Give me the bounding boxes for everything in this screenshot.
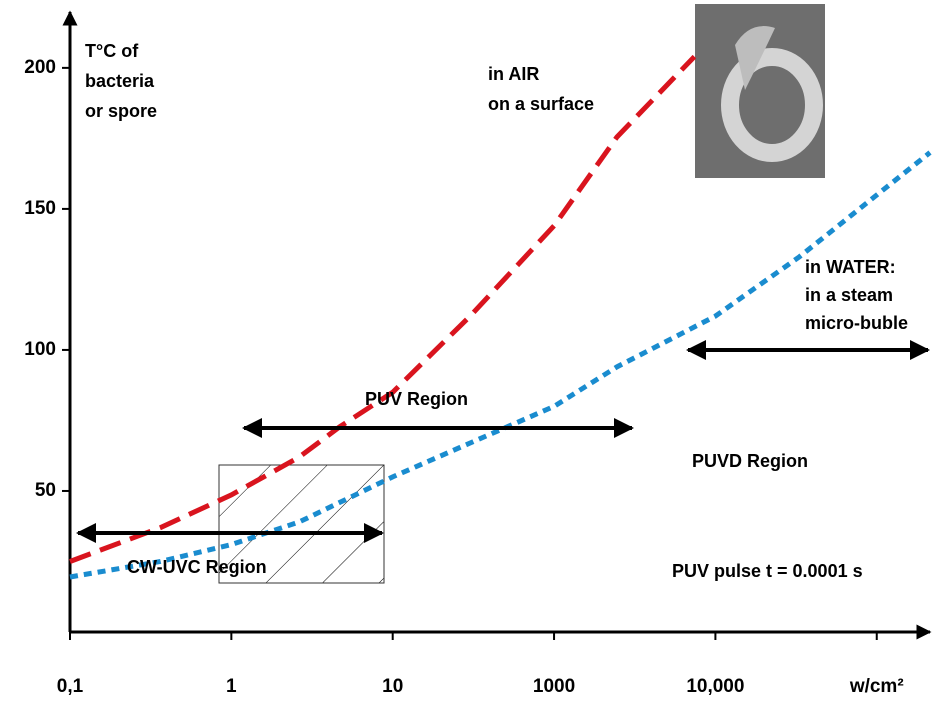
series-label: in WATER:	[805, 257, 896, 277]
series-label: on a surface	[488, 94, 594, 114]
y-label: or spore	[85, 101, 157, 121]
y-tick-label: 100	[24, 339, 56, 360]
y-tick-label: 50	[35, 480, 56, 501]
x-tick-label: 10,000	[686, 676, 744, 697]
annotation: PUV pulse t = 0.0001 s	[672, 561, 863, 581]
series-label: in AIR	[488, 64, 539, 84]
x-tick-label: 0,1	[57, 676, 84, 697]
y-tick-label: 200	[24, 57, 56, 78]
x-tick-label: w/cm²	[849, 676, 904, 697]
y-tick-label: 150	[24, 198, 56, 219]
y-label: T°C of	[85, 41, 139, 61]
series-label: micro-buble	[805, 313, 908, 333]
annotation: PUVD Region	[692, 451, 808, 471]
y-label: bacteria	[85, 71, 155, 91]
annotation: PUV Region	[365, 389, 468, 409]
x-tick-label: 10	[382, 676, 403, 697]
series-label: in a steam	[805, 285, 893, 305]
line	[69, 54, 697, 564]
x-tick-label: 1000	[533, 676, 575, 697]
line	[69, 150, 932, 580]
spore-image	[695, 4, 825, 178]
x-tick-label: 1	[226, 676, 237, 697]
annotation: CW-UVC Region	[127, 557, 267, 577]
